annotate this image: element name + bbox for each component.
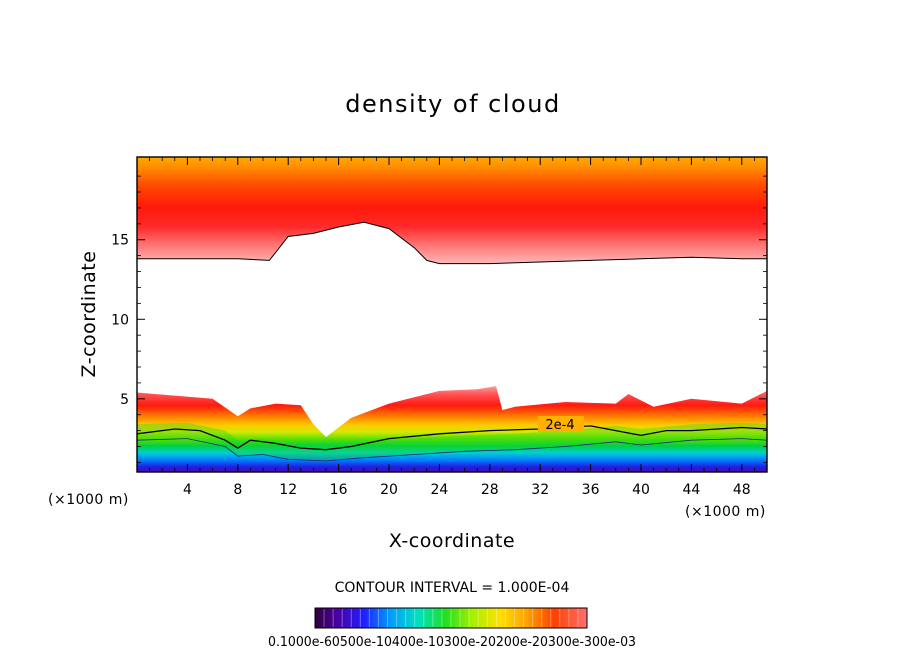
x-tick-label: 32 [531, 482, 549, 498]
x-tick-label: 36 [582, 482, 600, 498]
x-tick-label: 12 [279, 482, 297, 498]
colorbar-labels: 0.1000e-60500e-10400e-10300e-20200e-2030… [268, 635, 636, 650]
x-tick-label: 16 [330, 482, 348, 498]
x-tick-label: 8 [233, 482, 242, 498]
x-tick-label: 44 [682, 482, 700, 498]
chart-title: density of cloud [345, 90, 560, 118]
x-tick-label: 28 [481, 482, 499, 498]
y-tick-label: 15 [111, 233, 129, 249]
x-tick-label: 4 [183, 482, 192, 498]
upper-layer-contour-line [137, 221, 767, 265]
y-axis-ticks: 5 10 15 [111, 175, 767, 463]
x-axis-label: X-coordinate [389, 530, 515, 552]
x-tick-label: 20 [380, 482, 398, 498]
contour-label: 2e-4 [545, 418, 574, 433]
contour-label-bg [538, 416, 584, 432]
colorbar-stripes [323, 609, 579, 627]
colorbar [314, 607, 588, 629]
green-density-band [137, 422, 767, 461]
x-unit-left: (×1000 m) [48, 492, 129, 508]
plot-fills [137, 157, 767, 472]
x-unit-right: (×1000 m) [685, 504, 766, 520]
x-tick-label: 48 [733, 482, 751, 498]
y-axis-label: Z-coordinate [78, 251, 100, 378]
x-axis-ticks: 4 8 12 16 20 24 28 32 36 40 44 48 [149, 157, 755, 498]
lower-cloud-layer [137, 386, 767, 472]
contour-interval-text: CONTOUR INTERVAL = 1.000E-04 [335, 580, 570, 596]
x-tick-label: 24 [430, 482, 448, 498]
lower-contour-line [137, 438, 767, 462]
y-tick-label: 5 [120, 392, 129, 408]
y-tick-label: 10 [111, 312, 129, 328]
contour-lines [137, 221, 767, 462]
upper-cloud-layer [137, 157, 767, 264]
x-tick-label: 40 [632, 482, 650, 498]
contour-line-2e-4 [137, 425, 767, 451]
